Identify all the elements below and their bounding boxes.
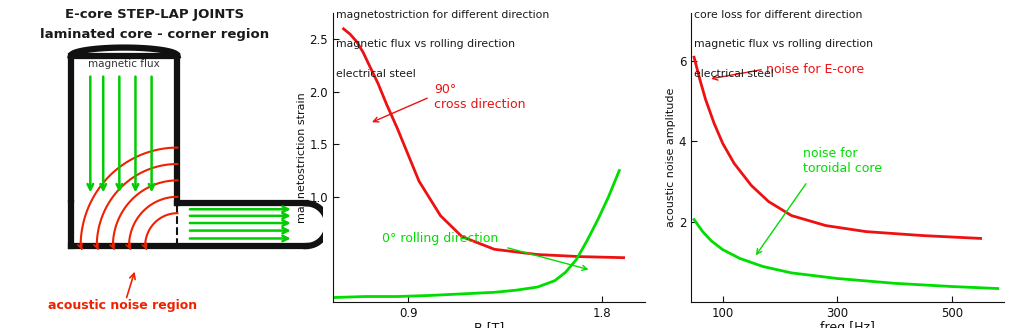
Text: 90°
cross direction: 90° cross direction (434, 83, 525, 111)
Text: electrical steel: electrical steel (694, 69, 774, 79)
Text: electrical steel: electrical steel (336, 69, 416, 79)
X-axis label: freq [Hz]: freq [Hz] (820, 321, 874, 328)
Y-axis label: magnetostriction strain: magnetostriction strain (297, 92, 306, 223)
Text: E-core STEP-LAP JOINTS: E-core STEP-LAP JOINTS (66, 8, 245, 21)
Text: magnetic flux vs rolling direction: magnetic flux vs rolling direction (336, 39, 515, 49)
Text: core loss for different direction: core loss for different direction (694, 10, 862, 20)
Text: 0° rolling direction: 0° rolling direction (382, 232, 499, 245)
X-axis label: B [T]: B [T] (474, 321, 504, 328)
Text: acoustic noise region: acoustic noise region (48, 298, 198, 312)
Text: magnetic flux: magnetic flux (88, 59, 160, 69)
Y-axis label: acoustic noise amplitude: acoustic noise amplitude (666, 88, 676, 227)
Text: noise for E-core: noise for E-core (766, 63, 864, 76)
Text: noise for
toroidal core: noise for toroidal core (803, 148, 882, 175)
Text: magnetic flux vs rolling direction: magnetic flux vs rolling direction (694, 39, 873, 49)
Text: magnetostriction for different direction: magnetostriction for different direction (336, 10, 549, 20)
Text: laminated core - corner region: laminated core - corner region (40, 28, 269, 41)
